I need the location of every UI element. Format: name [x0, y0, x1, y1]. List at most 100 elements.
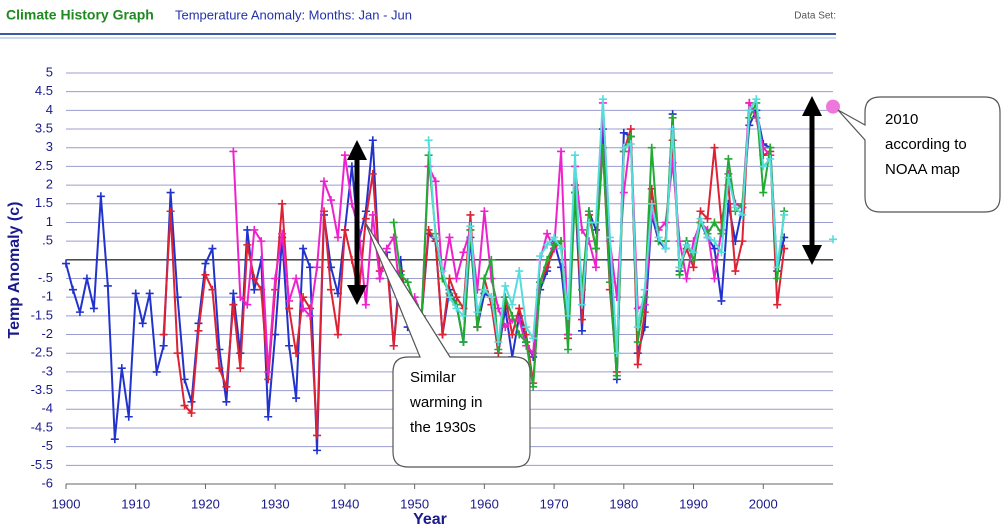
y-tick-label: -1.5 [31, 307, 53, 322]
data-point [591, 263, 600, 272]
data-point [236, 364, 245, 373]
y-tick-label: 3.5 [35, 120, 53, 135]
y-tick-label: -2 [41, 326, 53, 341]
data-point [313, 431, 322, 440]
y-tick-label: 3 [46, 139, 53, 154]
data-point [731, 203, 740, 212]
data-point [215, 345, 224, 354]
data-point [340, 151, 349, 160]
data-point [640, 293, 649, 302]
data-set-label: Data Set: [794, 11, 836, 22]
data-point [571, 151, 580, 160]
y-tick-label: .5 [42, 233, 53, 248]
data-point [473, 308, 482, 317]
data-point [668, 113, 677, 122]
data-point [661, 244, 670, 253]
y-tick-label: -4 [41, 401, 53, 416]
x-tick-label: 1980 [609, 496, 638, 511]
x-tick-label: 1950 [400, 496, 429, 511]
y-tick-label: 2.5 [35, 158, 53, 173]
data-point [494, 345, 503, 354]
data-point [466, 222, 475, 231]
y-tick-label: 4.5 [35, 83, 53, 98]
data-point [313, 446, 322, 455]
data-point [487, 274, 496, 283]
data-point [543, 229, 552, 238]
data-point [633, 338, 642, 347]
x-axis-label: Year [413, 511, 447, 528]
data-point [640, 285, 649, 294]
data-point [299, 244, 308, 253]
data-point [459, 311, 468, 320]
data-point [292, 394, 301, 403]
data-point [773, 274, 782, 283]
data-point [724, 154, 733, 163]
data-point [208, 244, 217, 253]
annotation-text: Similar [410, 369, 456, 386]
data-point [515, 267, 524, 276]
data-point [689, 248, 698, 257]
data-point [222, 382, 231, 391]
data-point [368, 210, 377, 219]
data-point [717, 248, 726, 257]
data-point [487, 293, 496, 302]
data-point [62, 259, 70, 268]
data-point [313, 263, 322, 272]
data-point [382, 244, 391, 253]
x-tick-label: 1960 [470, 496, 499, 511]
data-point [612, 371, 621, 380]
data-point [591, 244, 600, 253]
data-point [584, 207, 593, 216]
data-point [250, 225, 259, 234]
data-point [431, 233, 440, 242]
x-tick-label: 1990 [679, 496, 708, 511]
data-point [264, 412, 273, 421]
data-point [473, 323, 482, 332]
data-point [675, 263, 684, 272]
data-point [159, 330, 168, 339]
data-point [626, 132, 635, 141]
data-point [633, 360, 642, 369]
data-point [368, 136, 377, 145]
data-point [333, 330, 342, 339]
data-point [710, 218, 719, 227]
data-point [668, 125, 677, 134]
x-tick-label: 2000 [749, 496, 778, 511]
data-point [682, 274, 691, 283]
data-point [710, 274, 719, 283]
data-point [131, 289, 140, 298]
data-point [431, 177, 440, 186]
data-point [306, 311, 315, 320]
data-point [522, 323, 531, 332]
data-point [117, 364, 126, 373]
data-point [577, 326, 586, 335]
data-point [480, 274, 489, 283]
data-point [584, 218, 593, 227]
callout-box [364, 221, 531, 468]
data-point [675, 270, 684, 279]
y-tick-label: 2 [46, 177, 53, 192]
data-point [773, 300, 782, 309]
data-point [619, 128, 628, 137]
data-point [689, 255, 698, 264]
annotation-text: the 1930s [410, 419, 476, 436]
data-point [278, 199, 287, 208]
data-point [124, 412, 133, 421]
annotation-text: according to [885, 136, 967, 153]
data-point [445, 274, 454, 283]
x-tick-label: 1970 [540, 496, 569, 511]
data-point [731, 267, 740, 276]
data-point [543, 240, 552, 249]
y-tick-label: 4 [46, 102, 53, 117]
data-point [68, 285, 77, 294]
data-point [703, 214, 712, 223]
data-point [459, 248, 468, 257]
data-point [515, 315, 524, 324]
data-point [110, 435, 119, 444]
data-point [264, 367, 273, 376]
data-point [292, 274, 301, 283]
data-point [682, 240, 691, 249]
data-point [361, 300, 370, 309]
data-point [452, 293, 461, 302]
data-point [536, 252, 545, 261]
